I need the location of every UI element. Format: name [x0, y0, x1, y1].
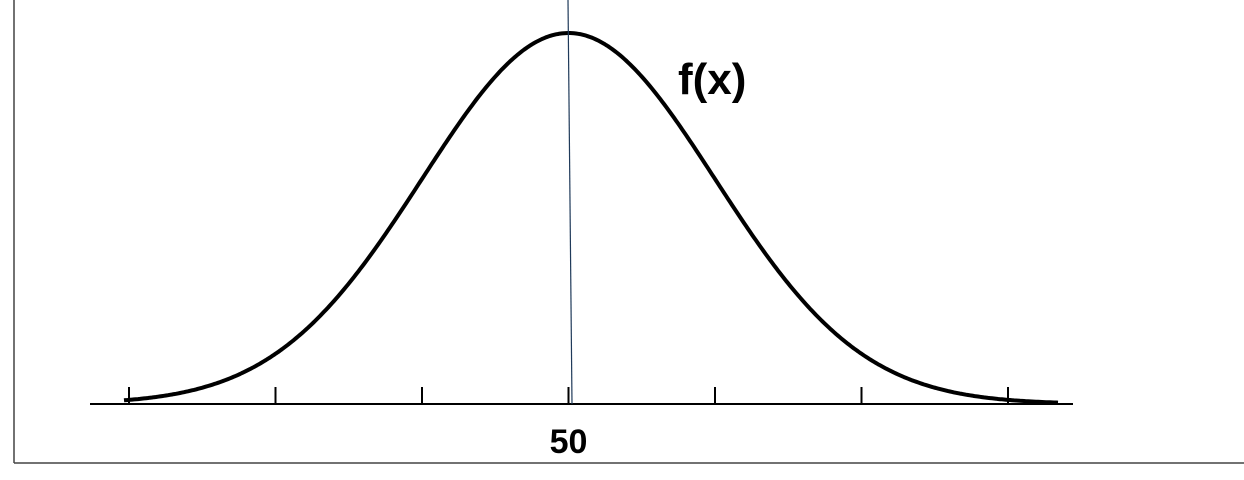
x-tick-label: 50 — [550, 423, 588, 461]
mean-line — [567, 0, 573, 405]
x-axis-ticks — [128, 387, 1009, 404]
x-tick-labels: 50 — [550, 423, 588, 461]
density-curve — [123, 31, 1059, 405]
curve-label: f(x) — [678, 55, 746, 104]
